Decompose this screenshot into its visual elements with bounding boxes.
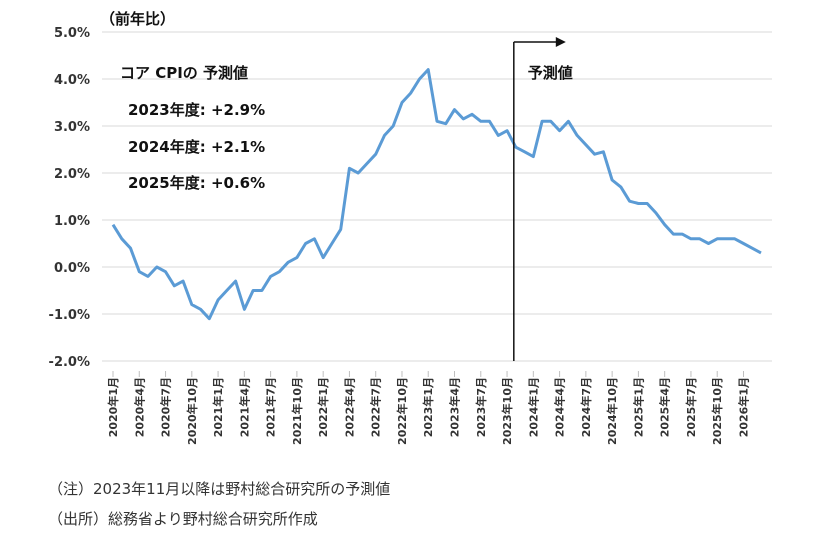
x-tick-label: 2021年4月 (237, 377, 251, 437)
y-tick-label: 4.0% (54, 73, 90, 88)
y-axis-ticks: 5.0% 4.0% 3.0% 2.0% 1.0% 0.0% -1.0% -2.0% (49, 26, 90, 370)
x-tick-label: 2025年1月 (631, 377, 645, 437)
y-axis-unit-label: （前年比） (100, 10, 175, 28)
y-tick-label: 1.0% (54, 214, 90, 229)
x-tick-label: 2021年1月 (211, 377, 225, 437)
y-tick-label: 2.0% (54, 167, 90, 182)
grid-lines (102, 31, 772, 362)
y-tick-label: 5.0% (54, 26, 90, 41)
forecast-arrow-head (555, 37, 566, 47)
x-tick-label: 2021年7月 (264, 377, 278, 437)
note-source: （出所）総務省より野村総合研究所作成 (48, 510, 318, 528)
series-line-core-cpi (111, 68, 762, 321)
forecast-annotation: コア CPIの 予測値 2023年度: +2.9% 2024年度: +2.1% … (120, 64, 265, 192)
x-tick-label: 2023年4月 (448, 377, 462, 437)
x-tick-label: 2020年4月 (132, 377, 146, 437)
x-tick-label: 2024年7月 (579, 377, 593, 437)
x-tick-label: 2026年1月 (736, 377, 750, 437)
x-tick-label: 2024年10月 (605, 377, 619, 445)
x-tick-label: 2023年1月 (421, 377, 435, 437)
forecast-label: 予測値 (528, 64, 573, 82)
x-tick-label: 2022年7月 (369, 377, 383, 437)
x-tick-label: 2020年1月 (106, 377, 120, 437)
x-tick-label: 2023年10月 (500, 377, 514, 445)
x-tick-label: 2025年4月 (658, 377, 672, 437)
cpi-line-chart: 5.0% 4.0% 3.0% 2.0% 1.0% 0.0% -1.0% -2.0% 2020年… (49, 10, 772, 445)
annotation-title: コア CPIの 予測値 (120, 64, 248, 82)
note-forecast: （注）2023年11月以降は野村総合研究所の予測値 (48, 480, 391, 498)
x-tick-label: 2023年7月 (474, 377, 488, 437)
x-tick-label: 2022年4月 (342, 377, 356, 437)
x-axis-ticks: 2020年1月 2020年4月 2020年7月 2020年10月 2021年1月 2021… (106, 371, 750, 445)
x-tick-label: 2025年10月 (710, 377, 724, 445)
x-tick-label: 2024年4月 (553, 377, 567, 437)
annotation-line-2023: 2023年度: +2.9% (128, 101, 265, 119)
x-tick-label: 2021年10月 (290, 377, 304, 445)
x-tick-label: 2020年10月 (185, 377, 199, 445)
x-tick-label: 2024年1月 (526, 377, 540, 437)
y-tick-label: -1.0% (49, 308, 90, 323)
annotation-line-2025: 2025年度: +0.6% (128, 174, 265, 192)
x-tick-label: 2022年10月 (395, 377, 409, 445)
x-tick-label: 2022年1月 (316, 377, 330, 437)
x-tick-label: 2020年7月 (159, 377, 173, 437)
x-tick-label: 2025年7月 (684, 377, 698, 437)
y-tick-label: 3.0% (54, 120, 90, 135)
forecast-marker: 予測値 (513, 37, 573, 361)
y-tick-label: 0.0% (54, 261, 90, 276)
y-tick-label: -2.0% (49, 355, 90, 370)
annotation-line-2024: 2024年度: +2.1% (128, 138, 265, 156)
